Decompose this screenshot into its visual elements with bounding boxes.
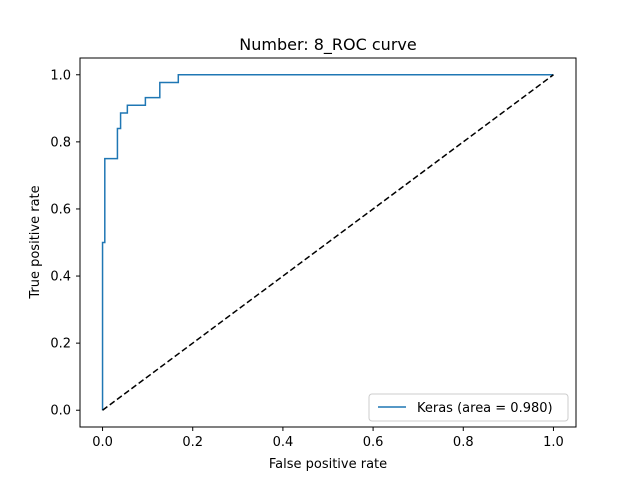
x-tick-label: 0.2 — [182, 435, 203, 450]
y-axis-ticks: 0.0 0.2 0.4 0.6 0.8 1.0 — [50, 68, 80, 419]
x-tick-label: 1.0 — [543, 435, 564, 450]
chart-title: Number: 8_ROC curve — [239, 35, 416, 55]
x-tick-label: 0.6 — [363, 435, 384, 450]
y-tick-label: 0.0 — [50, 404, 71, 419]
y-tick-label: 0.2 — [50, 337, 71, 352]
x-tick-label: 0.0 — [92, 435, 113, 450]
x-axis-label: False positive rate — [269, 457, 387, 472]
plot-frame — [79, 57, 577, 428]
y-tick-label: 0.8 — [50, 135, 71, 150]
y-tick-label: 0.4 — [50, 270, 71, 285]
legend-label-keras: Keras (area = 0.980) — [417, 401, 553, 416]
roc-curve-line — [101, 74, 554, 411]
x-tick-label: 0.4 — [273, 435, 294, 450]
legend-box — [368, 393, 569, 422]
series-layer — [101, 74, 554, 411]
legend: Keras (area = 0.980) — [368, 393, 569, 422]
y-tick-label: 1.0 — [50, 68, 71, 83]
chance-diagonal-line — [102, 74, 554, 411]
y-tick-label: 0.6 — [50, 202, 71, 217]
x-axis-ticks: 0.0 0.2 0.4 0.6 0.8 1.0 — [92, 427, 564, 450]
y-axis-label: True positive rate — [28, 185, 43, 299]
x-tick-label: 0.8 — [453, 435, 474, 450]
